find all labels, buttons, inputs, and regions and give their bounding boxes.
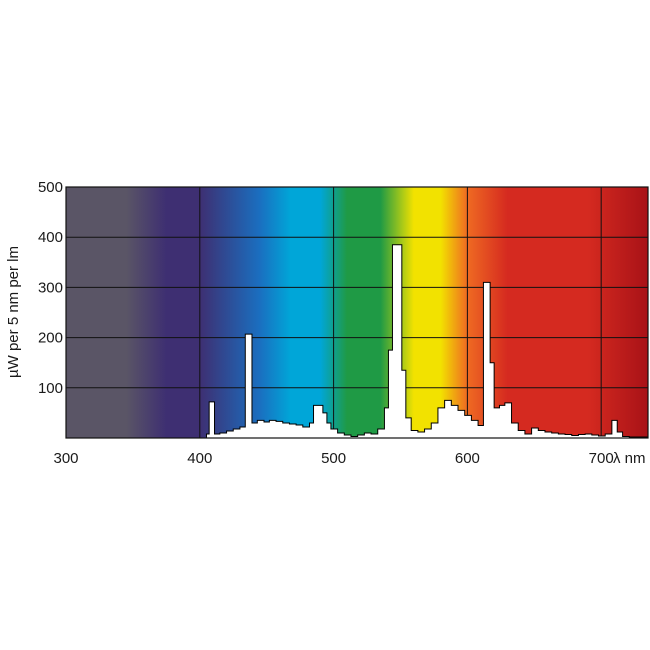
x-axis-ticks: 300 400 500 600 700 [53, 450, 613, 467]
x-tick-label: 400 [187, 450, 212, 467]
plot-frame [65, 186, 649, 439]
x-axis-label: λ nm [613, 450, 646, 467]
x-tick-label: 300 [53, 450, 78, 467]
y-tick-label: 300 [38, 279, 63, 296]
y-tick-label: 500 [38, 179, 63, 196]
x-tick-label: 600 [455, 450, 480, 467]
y-axis-label: µW per 5 nm per lm [5, 246, 22, 378]
x-tick-label: 500 [321, 450, 346, 467]
y-axis-ticks: 100 200 300 400 500 [38, 179, 63, 397]
plot-background [66, 187, 648, 438]
y-tick-label: 200 [38, 330, 63, 347]
x-tick-label: 700 [589, 450, 614, 467]
spectrum-curve [205, 244, 649, 439]
y-tick-label: 100 [38, 380, 63, 397]
y-tick-label: 400 [38, 229, 63, 246]
